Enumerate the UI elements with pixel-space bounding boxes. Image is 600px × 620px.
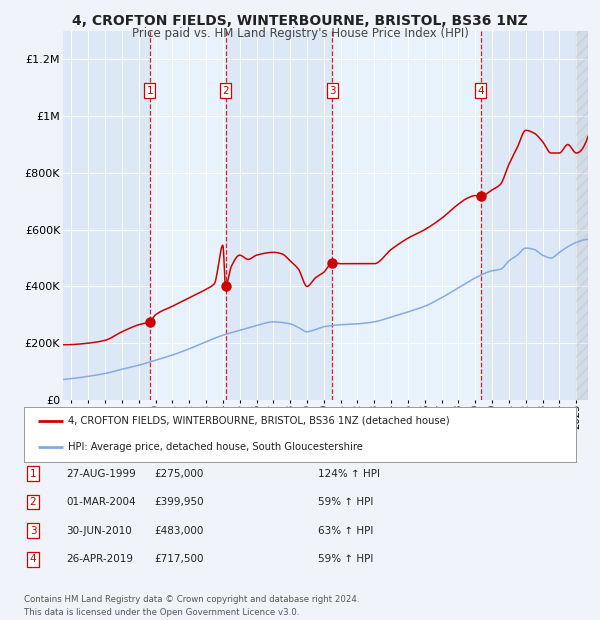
Text: 2: 2 bbox=[222, 86, 229, 95]
Text: 01-MAR-2004: 01-MAR-2004 bbox=[66, 497, 136, 507]
Text: 4, CROFTON FIELDS, WINTERBOURNE, BRISTOL, BS36 1NZ (detached house): 4, CROFTON FIELDS, WINTERBOURNE, BRISTOL… bbox=[68, 416, 450, 426]
Text: 124% ↑ HPI: 124% ↑ HPI bbox=[318, 469, 380, 479]
Text: 4: 4 bbox=[478, 86, 484, 95]
Text: £717,500: £717,500 bbox=[155, 554, 204, 564]
Text: Contains HM Land Registry data © Crown copyright and database right 2024.
This d: Contains HM Land Registry data © Crown c… bbox=[24, 595, 359, 617]
Text: 59% ↑ HPI: 59% ↑ HPI bbox=[318, 497, 373, 507]
Bar bbox=[63, 31, 149, 400]
Text: £275,000: £275,000 bbox=[155, 469, 204, 479]
Text: 3: 3 bbox=[29, 526, 37, 536]
Text: 30-JUN-2010: 30-JUN-2010 bbox=[66, 526, 132, 536]
Text: 59% ↑ HPI: 59% ↑ HPI bbox=[318, 554, 373, 564]
Bar bbox=[332, 31, 481, 400]
Text: 3: 3 bbox=[329, 86, 335, 95]
Bar bbox=[481, 31, 588, 400]
Text: £483,000: £483,000 bbox=[155, 526, 204, 536]
Text: Price paid vs. HM Land Registry's House Price Index (HPI): Price paid vs. HM Land Registry's House … bbox=[131, 27, 469, 40]
Text: HPI: Average price, detached house, South Gloucestershire: HPI: Average price, detached house, Sout… bbox=[68, 442, 363, 452]
Text: 27-AUG-1999: 27-AUG-1999 bbox=[66, 469, 136, 479]
Text: 4: 4 bbox=[29, 554, 37, 564]
Text: 63% ↑ HPI: 63% ↑ HPI bbox=[318, 526, 373, 536]
Text: £399,950: £399,950 bbox=[154, 497, 204, 507]
Text: 4, CROFTON FIELDS, WINTERBOURNE, BRISTOL, BS36 1NZ: 4, CROFTON FIELDS, WINTERBOURNE, BRISTOL… bbox=[72, 14, 528, 29]
Text: 2: 2 bbox=[29, 497, 37, 507]
Text: 1: 1 bbox=[146, 86, 153, 95]
Bar bbox=[149, 31, 226, 400]
Bar bbox=[226, 31, 332, 400]
Text: 1: 1 bbox=[29, 469, 37, 479]
Text: 26-APR-2019: 26-APR-2019 bbox=[66, 554, 133, 564]
Bar bbox=[576, 31, 588, 400]
